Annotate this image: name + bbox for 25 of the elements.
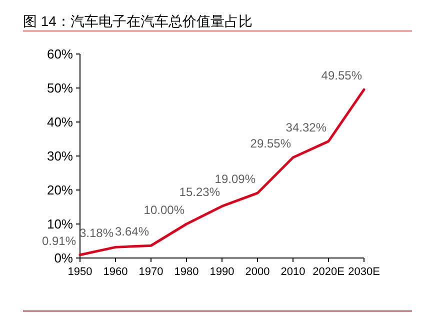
x-tick-label: 2000 (245, 266, 270, 278)
data-label: 10.00% (144, 203, 185, 217)
x-tick-label: 1970 (138, 266, 164, 278)
x-tick-label: 2010 (280, 266, 306, 278)
data-label: 49.55% (321, 68, 362, 83)
data-label: 3.64% (114, 224, 150, 239)
y-tick-label: 60% (46, 46, 74, 62)
data-label: 15.23% (179, 185, 220, 200)
y-tick-label: 50% (46, 80, 74, 96)
y-tick-label: 30% (46, 148, 74, 164)
data-label: 0.91% (42, 234, 76, 248)
data-label: 34.32% (286, 120, 327, 134)
x-tick-label: 1960 (103, 266, 128, 278)
data-label: 19.09% (214, 172, 256, 186)
x-tick-label: 2030E (348, 266, 380, 278)
y-tick-label: 40% (46, 114, 74, 130)
x-tick-label: 2020E (312, 266, 344, 278)
x-tick-label: 1990 (210, 266, 234, 278)
y-tick-label: 10% (46, 216, 74, 232)
y-tick-label: 20% (46, 182, 74, 198)
data-label: 29.55% (250, 136, 292, 151)
x-tick-label: 1980 (174, 266, 199, 278)
x-tick-label: 1950 (68, 266, 92, 278)
y-tick-label: 0% (54, 250, 74, 266)
chart-title: 图 14：汽车电子在汽车总价值量占比 (23, 13, 252, 29)
